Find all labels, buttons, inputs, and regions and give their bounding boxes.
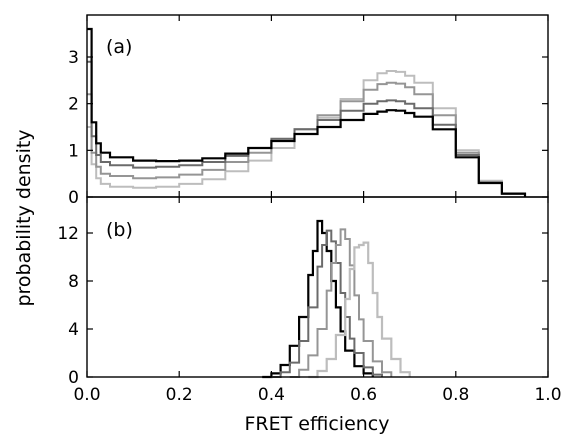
y-tick-label-a-1: 1: [68, 141, 79, 161]
panel-label-a: (a): [106, 36, 132, 58]
x-axis: 0.0 0.2 0.4 0.6 0.8 1.0: [73, 15, 562, 405]
y-tick-label-a-2: 2: [68, 95, 79, 115]
x-tick-label-3: 0.6: [350, 385, 377, 405]
x-axis-label: FRET efficiency: [245, 413, 390, 435]
y-axis-label: probability density: [13, 129, 35, 306]
panel-a: (a): [86, 14, 549, 198]
y-tick-label-b-1: 4: [68, 320, 79, 340]
y-tick-label-b-3: 12: [57, 224, 79, 244]
series-group-b: [262, 219, 411, 379]
y-tick-label-a-0: 0: [68, 188, 79, 208]
x-tick-label-5: 1.0: [534, 385, 561, 405]
series-line-b-2: [271, 229, 383, 378]
y-tick-label-b-0: 0: [68, 368, 79, 388]
series-line-a-3: [87, 60, 526, 197]
x-tick-label-0: 0.0: [73, 385, 100, 405]
y-axis-a: 0 1 2 3: [68, 48, 548, 208]
x-tick-label-1: 0.2: [166, 385, 193, 405]
series-line-b-3: [289, 228, 393, 378]
plot-frame-b: [86, 196, 549, 378]
series-line-b-1: [262, 219, 374, 379]
series-group-a: [87, 27, 527, 197]
x-tick-label-4: 0.8: [442, 385, 469, 405]
series-line-b-4: [308, 241, 411, 379]
y-axis-b: 0 4 8 12: [57, 224, 548, 388]
panel-label-b: (b): [106, 219, 133, 241]
series-line-a-2: [87, 81, 526, 197]
panel-b: (b): [86, 196, 549, 379]
y-tick-label-b-2: 8: [68, 272, 79, 292]
series-line-a-4: [87, 27, 527, 197]
y-tick-label-a-3: 3: [68, 48, 79, 68]
x-tick-label-2: 0.4: [258, 385, 285, 405]
